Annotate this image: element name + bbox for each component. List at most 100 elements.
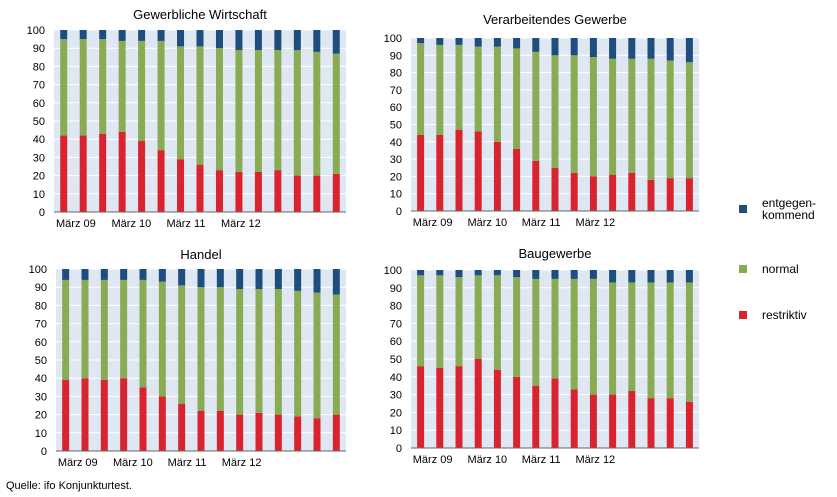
x-tick-label: März 12 xyxy=(575,454,615,466)
bar-entgegenkommend xyxy=(436,270,444,276)
bar-entgegenkommend xyxy=(81,269,89,280)
bar-entgegenkommend xyxy=(79,30,87,40)
y-tick-label: 0 xyxy=(396,443,402,455)
bar-restriktiv xyxy=(628,391,636,448)
y-tick-label: 50 xyxy=(390,354,402,366)
bar-normal xyxy=(196,46,204,165)
bar-entgegenkommend xyxy=(60,30,68,40)
y-tick-label: 50 xyxy=(390,120,402,132)
x-tick-label: März 09 xyxy=(58,457,98,469)
bar-normal xyxy=(609,282,617,395)
bar-normal xyxy=(274,289,282,415)
y-tick-label: 20 xyxy=(390,171,402,183)
legend-label-normal: normal xyxy=(762,262,799,276)
bar-normal xyxy=(332,294,340,415)
bar-entgegenkommend xyxy=(609,270,617,283)
legend-swatch-restriktiv xyxy=(739,311,747,319)
bar-entgegenkommend xyxy=(417,270,425,276)
bar-entgegenkommend xyxy=(474,270,482,276)
bar-normal xyxy=(81,279,89,379)
x-tick-label: März 10 xyxy=(467,217,507,229)
bar-restriktiv xyxy=(532,385,540,448)
bar-restriktiv xyxy=(332,173,340,212)
bar-entgegenkommend xyxy=(99,30,107,40)
bar-restriktiv xyxy=(255,412,263,451)
bar-entgegenkommend xyxy=(158,269,166,282)
x-tick-label: März 12 xyxy=(221,218,261,230)
bar-normal xyxy=(589,57,597,177)
bar-restriktiv xyxy=(60,135,68,212)
bar-restriktiv xyxy=(589,176,597,211)
bar-normal xyxy=(666,282,674,399)
bar-normal xyxy=(513,48,521,149)
bar-normal xyxy=(551,55,559,168)
y-tick-label: 0 xyxy=(41,446,47,458)
bar-entgegenkommend xyxy=(197,269,205,288)
bar-normal xyxy=(685,62,693,179)
bar-normal xyxy=(236,289,244,415)
bar-restriktiv xyxy=(551,167,559,211)
y-tick-label: 30 xyxy=(33,152,45,164)
y-tick-label: 80 xyxy=(33,61,45,73)
bar-entgegenkommend xyxy=(628,38,636,59)
y-tick-label: 60 xyxy=(35,337,47,349)
bar-normal xyxy=(685,282,693,402)
bar-normal xyxy=(197,287,205,411)
bar-restriktiv xyxy=(177,159,185,212)
y-tick-label: 60 xyxy=(33,98,45,110)
bar-normal xyxy=(570,55,578,173)
bar-restriktiv xyxy=(532,160,540,211)
bar-entgegenkommend xyxy=(455,38,463,45)
y-tick-label: 90 xyxy=(35,282,47,294)
y-tick-label: 40 xyxy=(35,373,47,385)
bar-restriktiv xyxy=(274,414,282,451)
x-tick-label: März 11 xyxy=(167,218,206,230)
y-tick-label: 20 xyxy=(33,171,45,183)
bar-normal xyxy=(647,58,655,180)
bar-entgegenkommend xyxy=(313,269,321,293)
y-tick-label: 40 xyxy=(390,372,402,384)
bar-normal xyxy=(417,275,425,367)
bar-restriktiv xyxy=(666,398,674,448)
bar-normal xyxy=(158,281,166,397)
y-tick-label: 30 xyxy=(35,391,47,403)
bar-entgegenkommend xyxy=(647,38,655,59)
bar-normal xyxy=(178,285,186,404)
bar-entgegenkommend xyxy=(532,270,540,279)
bar-restriktiv xyxy=(647,398,655,448)
bar-entgegenkommend xyxy=(157,30,165,41)
y-tick-label: 50 xyxy=(33,116,45,128)
bar-entgegenkommend xyxy=(532,38,540,52)
bar-entgegenkommend xyxy=(216,269,224,288)
x-tick-label: März 10 xyxy=(113,457,153,469)
bar-entgegenkommend xyxy=(62,269,70,280)
bar-entgegenkommend xyxy=(589,38,597,58)
bar-restriktiv xyxy=(294,416,302,451)
bar-restriktiv xyxy=(139,387,147,451)
bar-restriktiv xyxy=(236,414,244,451)
bar-normal xyxy=(254,50,262,172)
bar-restriktiv xyxy=(628,172,636,211)
bar-entgegenkommend xyxy=(685,38,693,63)
bar-normal xyxy=(551,278,559,379)
y-tick-label: 0 xyxy=(39,207,45,219)
y-tick-label: 0 xyxy=(396,206,402,218)
bar-entgegenkommend xyxy=(455,270,463,278)
bar-restriktiv xyxy=(436,134,444,211)
bar-normal xyxy=(293,50,301,176)
bar-entgegenkommend xyxy=(100,269,108,280)
bar-normal xyxy=(493,46,501,142)
bar-normal xyxy=(455,277,463,367)
bar-normal xyxy=(60,39,68,136)
legend-swatch-normal xyxy=(739,265,747,273)
bar-restriktiv xyxy=(513,148,521,211)
y-tick-label: 100 xyxy=(29,264,47,276)
bar-entgegenkommend xyxy=(254,30,262,51)
bar-restriktiv xyxy=(589,394,597,448)
bar-restriktiv xyxy=(62,380,70,451)
bar-restriktiv xyxy=(158,396,166,451)
bar-entgegenkommend xyxy=(138,30,146,41)
bar-normal xyxy=(216,287,224,411)
bar-normal xyxy=(274,50,282,171)
